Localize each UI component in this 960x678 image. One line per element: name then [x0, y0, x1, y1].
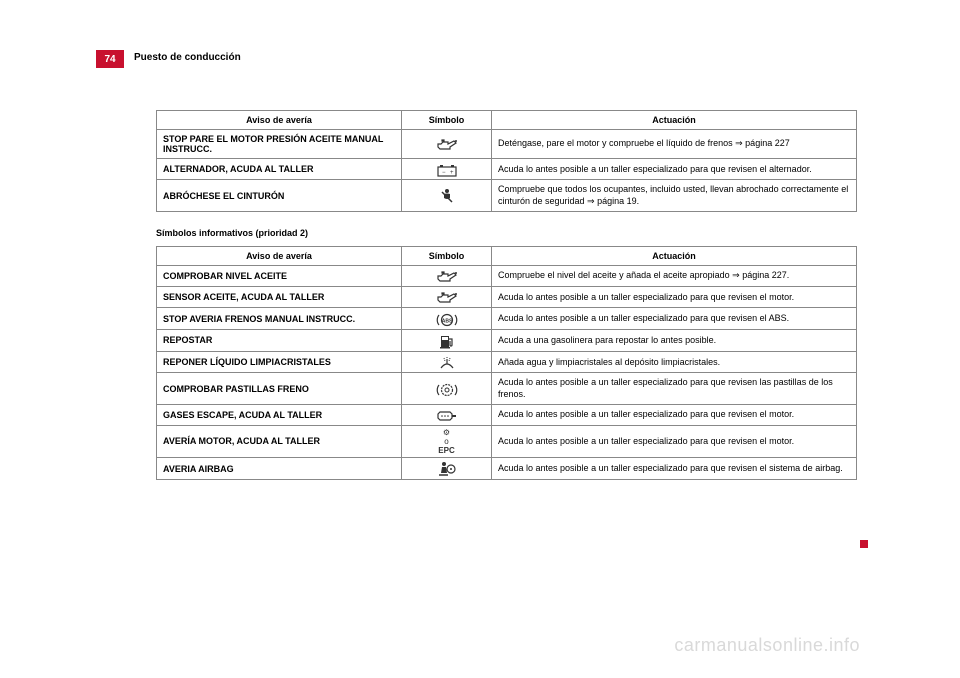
watermark-text: carmanualsonline.info [674, 635, 860, 656]
cell-actuacion: Acuda lo antes posible a un taller espec… [492, 457, 857, 479]
manual-page: 74 Puesto de conducción Aviso de avería … [0, 0, 960, 678]
section-title: Puesto de conducción [134, 52, 241, 63]
table-header-row: Aviso de avería Símbolo Actuación [157, 246, 857, 265]
header-aviso: Aviso de avería [157, 111, 402, 130]
table-row: AVERÍA MOTOR, ACUDA AL TALLER⚙oEPCAcuda … [157, 425, 857, 457]
svg-text:ABS: ABS [441, 318, 452, 324]
cell-aviso: GASES ESCAPE, ACUDA AL TALLER [157, 404, 402, 425]
page-number: 74 [104, 54, 115, 65]
warning-table-priority1: Aviso de avería Símbolo Actuación STOP P… [156, 110, 857, 212]
warning-table-priority2: Aviso de avería Símbolo Actuación COMPRO… [156, 246, 857, 480]
table-row: STOP PARE EL MOTOR PRESIÓN ACEITE MANUAL… [157, 130, 857, 159]
red-marker-icon [860, 540, 868, 548]
cell-aviso: ABRÓCHESE EL CINTURÓN [157, 180, 402, 212]
oil-icon [402, 265, 492, 286]
cell-aviso: STOP PARE EL MOTOR PRESIÓN ACEITE MANUAL… [157, 130, 402, 159]
svg-text:+: + [450, 170, 454, 176]
cell-aviso: AVERIA AIRBAG [157, 457, 402, 479]
cell-actuacion: Compruebe el nivel del aceite y añada el… [492, 265, 857, 286]
cell-actuacion: Acuda lo antes posible a un taller espec… [492, 425, 857, 457]
table-row: STOP AVERIA FRENOS MANUAL INSTRUCC. ABS Ac… [157, 308, 857, 329]
table-header-row: Aviso de avería Símbolo Actuación [157, 111, 857, 130]
fuel-icon [402, 329, 492, 351]
cell-aviso: REPONER LÍQUIDO LIMPIACRISTALES [157, 351, 402, 372]
table-row: GASES ESCAPE, ACUDA AL TALLER Acuda lo an… [157, 404, 857, 425]
abs-icon: ABS [402, 308, 492, 329]
table-row: REPOSTAR Acuda a una gasolinera para repo… [157, 329, 857, 351]
cell-aviso: COMPROBAR NIVEL ACEITE [157, 265, 402, 286]
cell-aviso: ALTERNADOR, ACUDA AL TALLER [157, 159, 402, 180]
svg-text:−: − [442, 170, 446, 176]
table-row: ABRÓCHESE EL CINTURÓN Compruebe que todos… [157, 180, 857, 212]
page-number-badge: 74 [96, 50, 124, 68]
table-row: AVERIA AIRBAG Acuda lo antes posible a un… [157, 457, 857, 479]
cell-actuacion: Acuda lo antes posible a un taller espec… [492, 404, 857, 425]
table-row: COMPROBAR PASTILLAS FRENO Acuda lo antes … [157, 373, 857, 405]
oil-icon [402, 130, 492, 159]
exhaust-icon [402, 404, 492, 425]
cell-actuacion: Deténgase, pare el motor y compruebe el … [492, 130, 857, 159]
content-area: Aviso de avería Símbolo Actuación STOP P… [156, 110, 856, 480]
subtitle-priority2: Símbolos informativos (prioridad 2) [156, 228, 856, 238]
battery-icon: −+ [402, 159, 492, 180]
cell-aviso: SENSOR ACEITE, ACUDA AL TALLER [157, 287, 402, 308]
washer-icon [402, 351, 492, 372]
brakepad-icon [402, 373, 492, 405]
cell-actuacion: Acuda lo antes posible a un taller espec… [492, 373, 857, 405]
cell-aviso: REPOSTAR [157, 329, 402, 351]
header-aviso: Aviso de avería [157, 246, 402, 265]
cell-actuacion: Acuda lo antes posible a un taller espec… [492, 287, 857, 308]
cell-actuacion: Acuda a una gasolinera para repostar lo … [492, 329, 857, 351]
header-actuacion: Actuación [492, 246, 857, 265]
cell-aviso: AVERÍA MOTOR, ACUDA AL TALLER [157, 425, 402, 457]
cell-actuacion: Añada agua y limpiacristales al depósito… [492, 351, 857, 372]
oil-icon [402, 287, 492, 308]
table-row: COMPROBAR NIVEL ACEITE Compruebe el nivel… [157, 265, 857, 286]
header-actuacion: Actuación [492, 111, 857, 130]
header-simbolo: Símbolo [402, 111, 492, 130]
cell-aviso: COMPROBAR PASTILLAS FRENO [157, 373, 402, 405]
epc-icon: ⚙oEPC [402, 425, 492, 457]
cell-actuacion: Compruebe que todos los ocupantes, inclu… [492, 180, 857, 212]
cell-actuacion: Acuda lo antes posible a un taller espec… [492, 308, 857, 329]
seatbelt-icon [402, 180, 492, 212]
cell-aviso: STOP AVERIA FRENOS MANUAL INSTRUCC. [157, 308, 402, 329]
cell-actuacion: Acuda lo antes posible a un taller espec… [492, 159, 857, 180]
airbag-icon [402, 457, 492, 479]
table-row: REPONER LÍQUIDO LIMPIACRISTALES Añada agu… [157, 351, 857, 372]
table-row: SENSOR ACEITE, ACUDA AL TALLER Acuda lo a… [157, 287, 857, 308]
header-simbolo: Símbolo [402, 246, 492, 265]
table-row: ALTERNADOR, ACUDA AL TALLER−+Acuda lo an… [157, 159, 857, 180]
